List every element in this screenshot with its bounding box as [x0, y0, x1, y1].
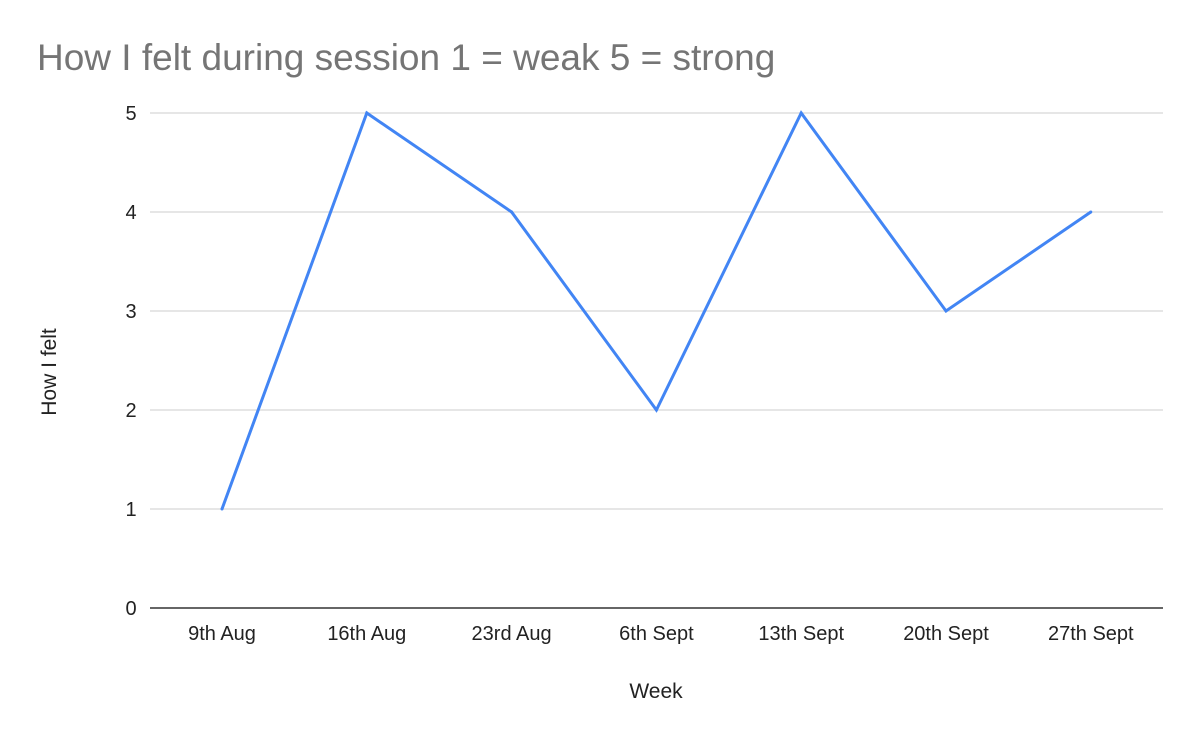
data-point: [220, 507, 224, 511]
x-tick-label: 23rd Aug: [472, 623, 552, 645]
series-layer: [220, 110, 1093, 511]
x-tick-label: 27th Sept: [1048, 623, 1134, 645]
x-axis-ticks: 9th Aug 16th Aug 23rd Aug 6th Sept 13th Sept…: [188, 623, 1134, 645]
data-point: [365, 111, 369, 115]
y-axis-ticks: 0 1 2 3 4 5: [125, 103, 136, 620]
x-tick-label: 9th Aug: [188, 623, 256, 645]
y-tick-label: 5: [125, 103, 136, 125]
y-axis-label: How I felt: [38, 328, 61, 416]
y-tick-label: 2: [125, 400, 136, 422]
gridlines: [150, 112, 1163, 609]
data-point: [944, 309, 948, 313]
chart-title: How I felt during session 1 = weak 5 = s…: [37, 37, 775, 78]
x-tick-label: 20th Sept: [903, 623, 989, 645]
data-point: [799, 111, 803, 115]
x-tick-label: 6th Sept: [619, 623, 694, 645]
y-tick-label: 4: [125, 202, 136, 224]
x-tick-label: 13th Sept: [758, 623, 844, 645]
y-tick-label: 0: [125, 598, 136, 620]
data-point: [654, 408, 658, 412]
x-axis-label: Week: [629, 680, 683, 703]
y-tick-label: 1: [125, 499, 136, 521]
data-point: [510, 210, 514, 214]
y-tick-label: 3: [125, 301, 136, 323]
data-point: [1089, 210, 1093, 214]
x-tick-label: 16th Aug: [327, 623, 406, 645]
